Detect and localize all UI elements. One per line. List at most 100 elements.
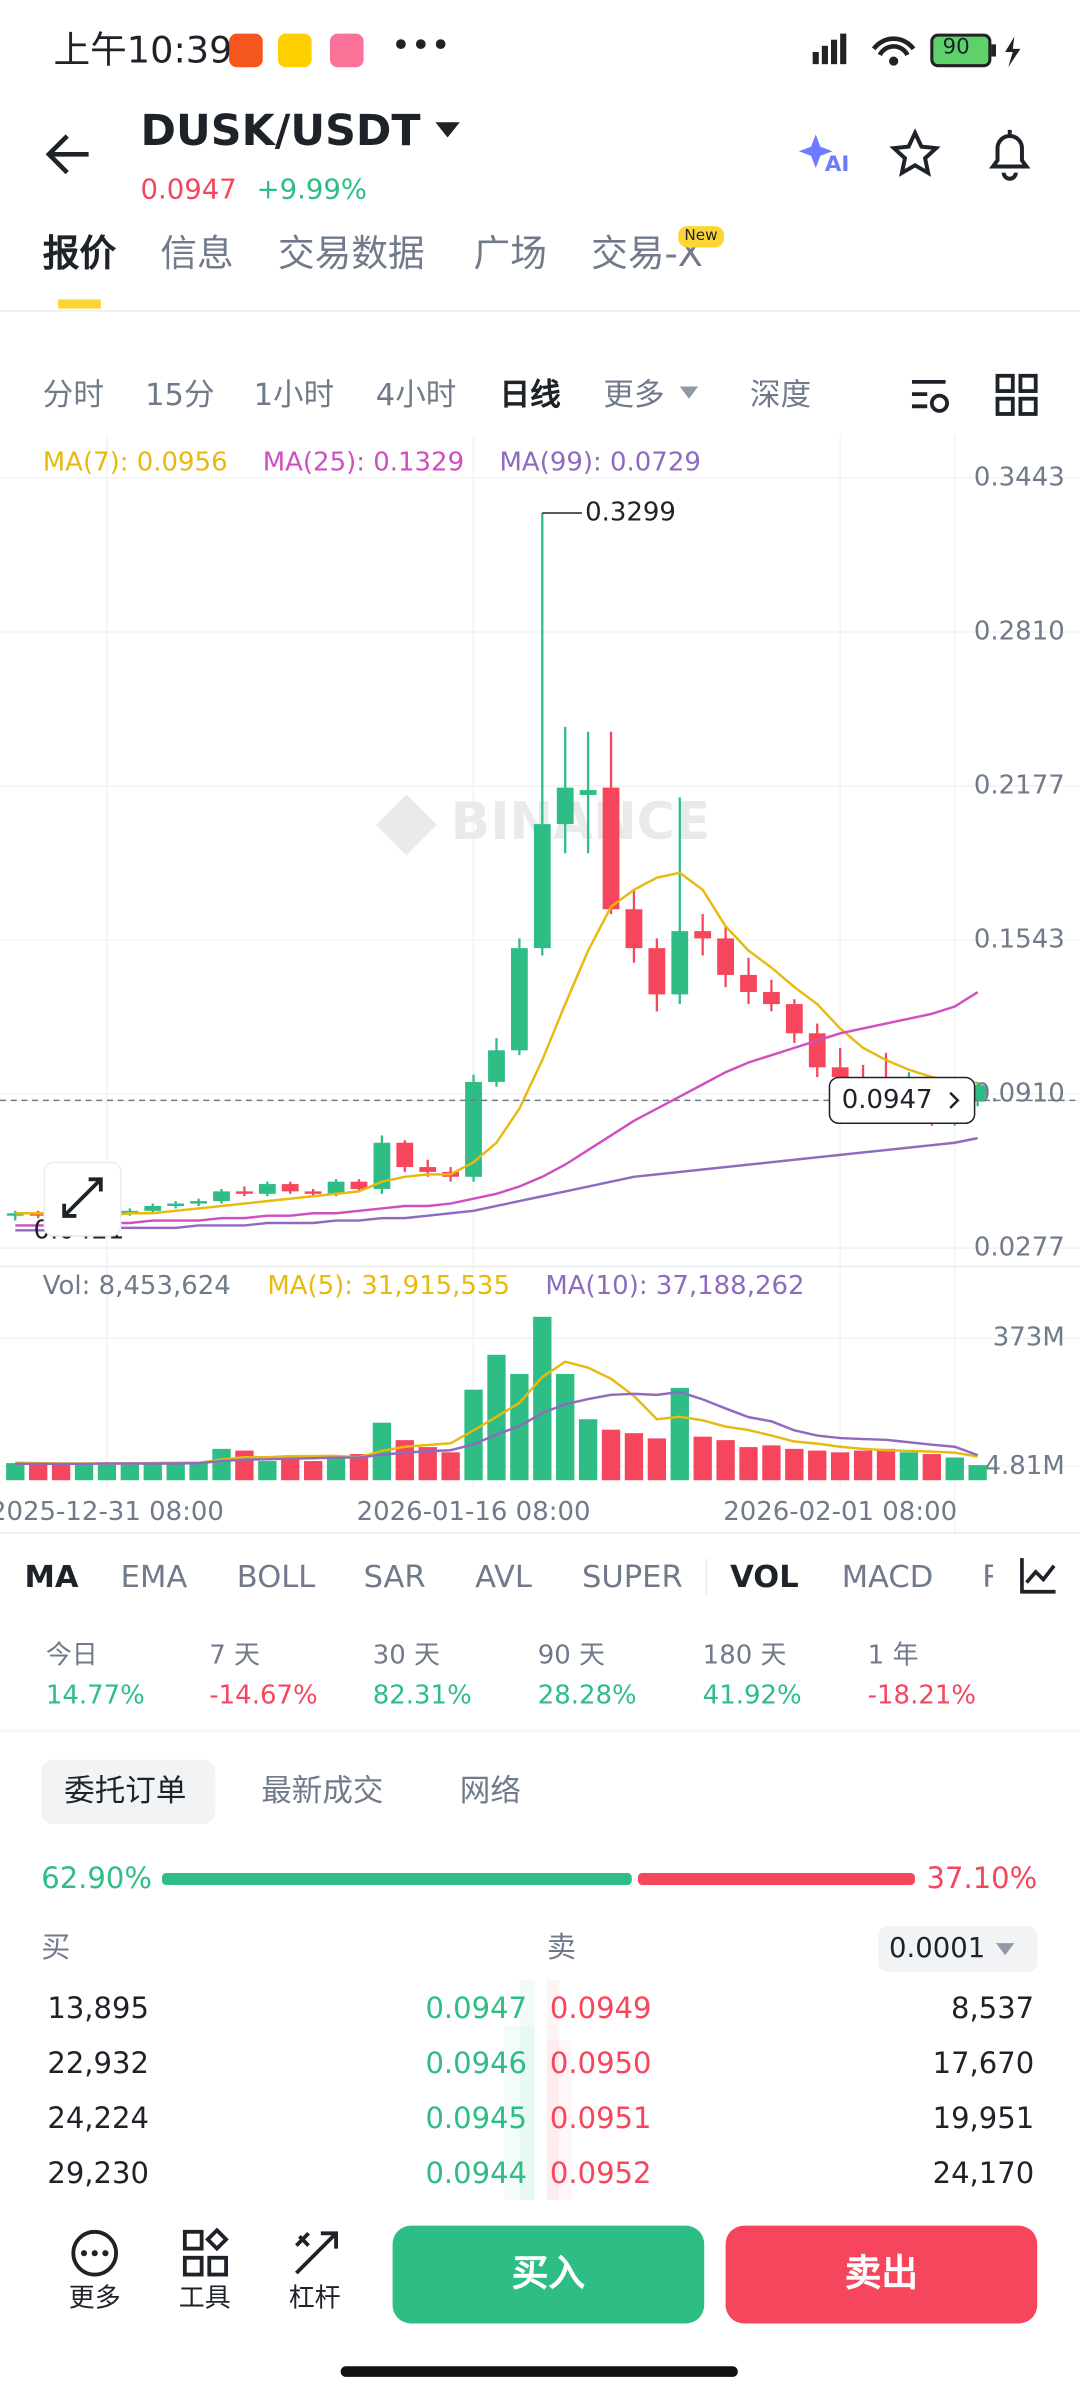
period-value: 82.31% [372, 1680, 472, 1711]
last-price: 0.0947 [140, 174, 237, 207]
volume-bar [785, 1448, 804, 1481]
tab[interactable]: 信息 [160, 232, 234, 275]
tool-label[interactable]: 杠杆 [288, 2283, 341, 2315]
x-tick-label: 2026-01-16 08:00 [357, 1497, 591, 1527]
volume-bar [533, 1316, 552, 1481]
y-tick-label: 0.1543 [974, 925, 1065, 955]
interval[interactable]: 1小时 [253, 375, 335, 413]
divider [0, 310, 1080, 312]
ask-price: 0.0950 [549, 2046, 652, 2081]
sell-label: 卖出 [844, 2251, 919, 2295]
volume-bar [670, 1387, 689, 1481]
sell-ratio-bar [637, 1872, 916, 1886]
volume-bar [143, 1462, 162, 1481]
candle-body [350, 1181, 368, 1189]
tool-label[interactable]: 工具 [178, 2283, 231, 2315]
order-tab[interactable]: 网络 [459, 1771, 521, 1809]
volume-bar [166, 1463, 185, 1481]
interval[interactable]: 15分 [145, 375, 215, 413]
candle-body [304, 1191, 322, 1194]
ask-amount: 24,170 [932, 2156, 1035, 2191]
volume-bar [899, 1452, 919, 1481]
indicator-tab[interactable]: MA [24, 1558, 79, 1595]
vol-ma-line [15, 1390, 979, 1466]
interval[interactable]: 深度 [750, 375, 812, 413]
order-tab[interactable]: 委托订单 [64, 1771, 187, 1809]
indicator-tab[interactable]: AVL [475, 1558, 532, 1595]
ask-amount: 19,951 [932, 2101, 1035, 2136]
bid-price: 0.0944 [425, 2156, 528, 2191]
candle-body [694, 931, 712, 939]
step-select[interactable] [878, 1926, 1038, 1973]
expand-button[interactable] [43, 1161, 122, 1237]
chart-tools[interactable] [907, 373, 1044, 419]
candle-body [213, 1191, 230, 1202]
volume-bar [968, 1465, 987, 1481]
home-indicator [340, 2366, 738, 2377]
period-value: 28.28% [537, 1680, 637, 1711]
interval[interactable]: 更多 [603, 375, 665, 413]
candlestick-chart: 0.3443 0.2810 0.2177 0.1543 0.0910 0.0277 373M… [0, 435, 1080, 1533]
ma-line [15, 991, 979, 1227]
indicator-tab[interactable]: MACD [841, 1558, 934, 1595]
active-tab-pill [41, 1759, 216, 1824]
bid-price: 0.0945 [425, 2101, 528, 2136]
volume-bar [647, 1438, 667, 1481]
indicator-tab[interactable]: SAR [363, 1558, 426, 1595]
interval[interactable]: 分时 [42, 375, 104, 413]
tab[interactable]: 报价 [42, 232, 117, 275]
y-tick-label: 0.2810 [974, 616, 1065, 646]
depth-shading [504, 1979, 572, 2200]
candle-body [556, 787, 574, 825]
candle-body [740, 974, 757, 992]
ma-line [15, 871, 978, 1217]
candle-body [785, 1004, 803, 1034]
indicator-tab[interactable]: SUPER [582, 1558, 683, 1595]
sell-button[interactable] [725, 2225, 1038, 2324]
ask-amount: 8,537 [951, 1991, 1035, 2026]
pair-title[interactable]: DUSK/USDT [140, 105, 421, 156]
volume-bar [464, 1389, 483, 1481]
y-tick-label: 0.0277 [974, 1233, 1065, 1263]
candle-body [671, 931, 689, 995]
interval[interactable]: 4小时 [375, 375, 457, 413]
indicator-tab[interactable]: BOLL [236, 1558, 316, 1595]
step-arrow [995, 1943, 1015, 1956]
pair-dropdown[interactable] [434, 119, 461, 140]
ma-label: MA(7): 0.0956 [42, 447, 228, 479]
order-tab[interactable]: 最新成交 [261, 1771, 384, 1809]
tab[interactable]: 广场 [473, 232, 547, 275]
period-value: 41.92% [702, 1680, 802, 1711]
y-tick-label: 0.3443 [974, 463, 1065, 493]
alert-button[interactable] [984, 127, 1036, 182]
indicator-tab[interactable]: VOL [730, 1558, 799, 1595]
tab-indicator [58, 299, 101, 309]
candle-body [717, 938, 735, 975]
more-arrow [679, 386, 699, 399]
indicator-settings[interactable] [1017, 1555, 1060, 1598]
back-button[interactable] [43, 131, 95, 177]
buy-ratio: 62.90% [41, 1862, 152, 1896]
tool-label[interactable]: 更多 [68, 2283, 121, 2315]
candle-body [236, 1191, 253, 1194]
indicator-tab[interactable]: RSI [982, 1561, 993, 1592]
indicator-tab[interactable]: EMA [120, 1558, 188, 1595]
volume-bar [120, 1463, 140, 1481]
period-label: 7 天 [209, 1640, 261, 1672]
candle-body [281, 1184, 299, 1192]
volume-bar [6, 1463, 25, 1481]
bid-price: 0.0947 [425, 1991, 528, 2026]
tab[interactable]: 交易数据 [278, 232, 425, 275]
price-change: +9.99% [256, 174, 368, 207]
buy-button[interactable] [392, 2225, 705, 2324]
step-value: 0.0001 [889, 1932, 986, 1965]
candle-body [190, 1201, 207, 1204]
favorite-button[interactable] [889, 128, 941, 180]
volume-bar [556, 1373, 575, 1481]
ai-button[interactable]: AI [797, 128, 849, 180]
volume-bar [716, 1440, 735, 1481]
y-tick-label: 0.0910 [974, 1079, 1065, 1109]
last-price-arrow [949, 1091, 960, 1109]
sell-header: 卖 [546, 1930, 576, 1965]
interval[interactable]: 日线 [499, 375, 561, 413]
